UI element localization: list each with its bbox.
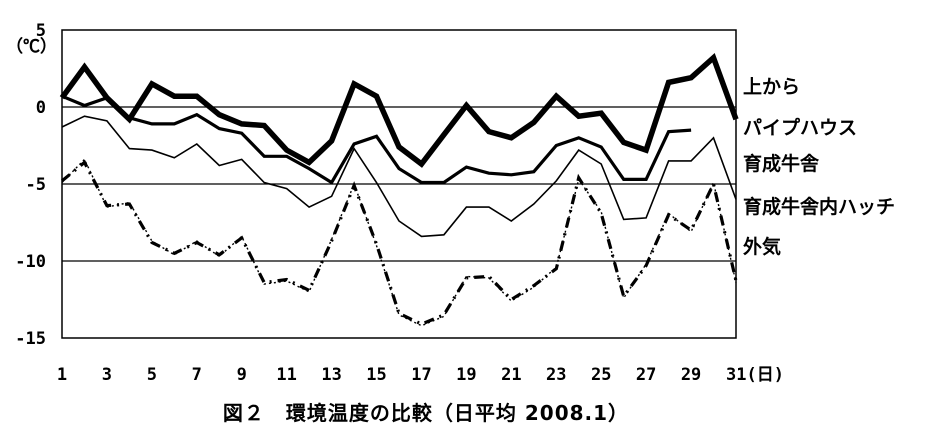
y-tick-label: -5: [26, 175, 46, 195]
x-tick-label: 31(日): [726, 365, 784, 385]
x-tick-label: 27: [636, 365, 656, 385]
legend-label: 上から: [743, 76, 800, 98]
x-tick-label: 23: [546, 365, 566, 385]
figure-caption: 図２ 環境温度の比較（日平均 2008.1）: [223, 401, 629, 425]
legend-label: 育成牛舎内ハッチ: [743, 195, 895, 218]
gridlines: [62, 106, 736, 262]
x-tick-label: 1: [57, 365, 67, 385]
series-line: [60, 159, 738, 326]
y-tick-label: -15: [15, 329, 46, 349]
y-axis-unit-label: （℃）: [6, 36, 57, 57]
x-tick-label: 5: [147, 365, 157, 385]
x-tick-label: 11: [276, 365, 296, 385]
y-tick-label: 5: [36, 21, 46, 41]
y-tick-label: -10: [15, 252, 46, 272]
legend-label: パイプハウス: [743, 116, 857, 139]
legend-label: 育成牛舎: [743, 152, 820, 175]
x-axis-tick-labels: 1 3 5 7 9 11 13 15 17 19 21 23 25 27 29 31(日): [57, 365, 784, 385]
series-line: [61, 94, 692, 185]
x-tick-label: 3: [102, 365, 112, 385]
x-tick-label: 17: [411, 365, 431, 385]
y-tick-label: 0: [36, 98, 46, 118]
x-tick-label: 19: [456, 365, 476, 385]
x-tick-label: 21: [501, 365, 521, 385]
x-tick-label: 15: [366, 365, 386, 385]
x-tick-label: 13: [321, 365, 341, 385]
x-tick-label: 9: [237, 365, 247, 385]
series-line: [61, 115, 737, 238]
x-tick-label: 7: [192, 365, 202, 385]
x-tick-label: 29: [681, 365, 701, 385]
legend-label: 外気: [743, 235, 781, 258]
y-axis-tick-labels: 5 0 -5 -10 -15: [15, 21, 46, 349]
series-line: [59, 52, 739, 168]
series-lines: [59, 52, 739, 327]
x-tick-label: 25: [591, 365, 611, 385]
